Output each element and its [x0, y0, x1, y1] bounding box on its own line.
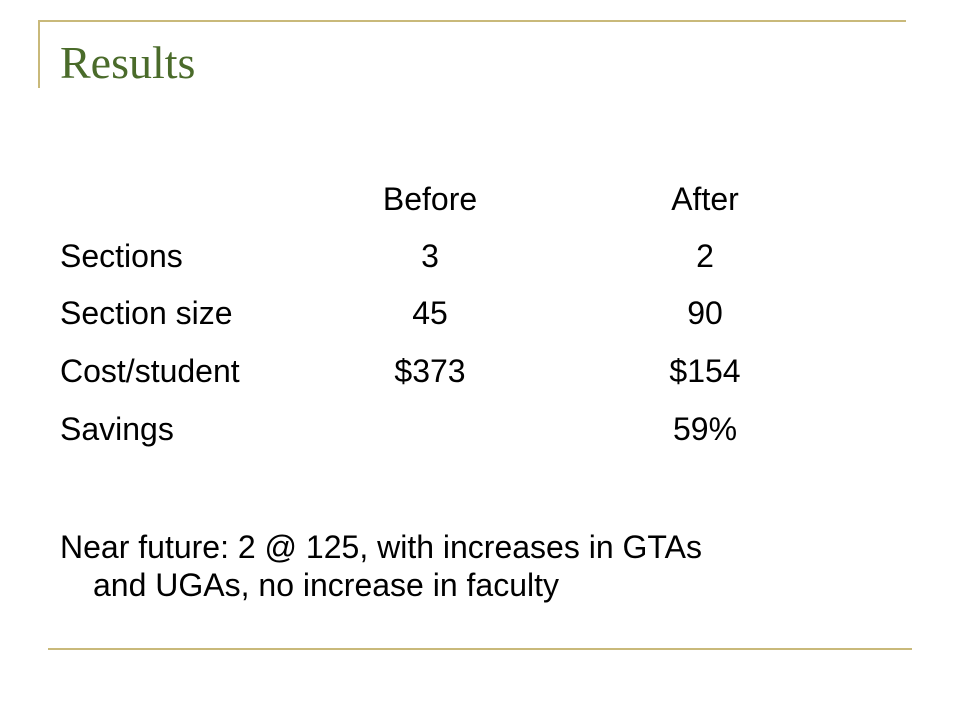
accent-line-bottom [48, 648, 912, 650]
row-after-value: 2 [696, 238, 714, 274]
table-row-cost-per-student: Cost/student $373 $154 [60, 355, 900, 395]
row-before-value: 3 [421, 238, 439, 274]
row-label: Cost/student [60, 353, 240, 389]
table-row-savings: Savings 59% [60, 413, 900, 453]
row-before-value: $373 [394, 353, 466, 389]
table-header-row: Before After [60, 183, 900, 223]
row-after-value: 90 [687, 295, 723, 331]
row-label: Section size [60, 295, 233, 331]
near-future-note: Near future: 2 @ 125, with increases in … [60, 528, 880, 605]
slide-title: Results [60, 37, 196, 88]
accent-line-vertical [38, 20, 40, 88]
table-row-sections: Sections 3 2 [60, 240, 900, 280]
header-after: After [671, 181, 739, 217]
note-line-1: Near future: 2 @ 125, with increases in … [60, 529, 702, 565]
table-row-section-size: Section size 45 90 [60, 297, 900, 337]
row-after-value: 59% [672, 411, 738, 447]
row-label: Sections [60, 238, 183, 274]
row-after-value: $154 [669, 353, 741, 389]
row-label: Savings [60, 411, 174, 447]
header-before: Before [382, 181, 478, 217]
row-before-value: 45 [412, 295, 448, 331]
accent-line-top [38, 20, 906, 22]
note-line-2: and UGAs, no increase in faculty [93, 567, 560, 604]
